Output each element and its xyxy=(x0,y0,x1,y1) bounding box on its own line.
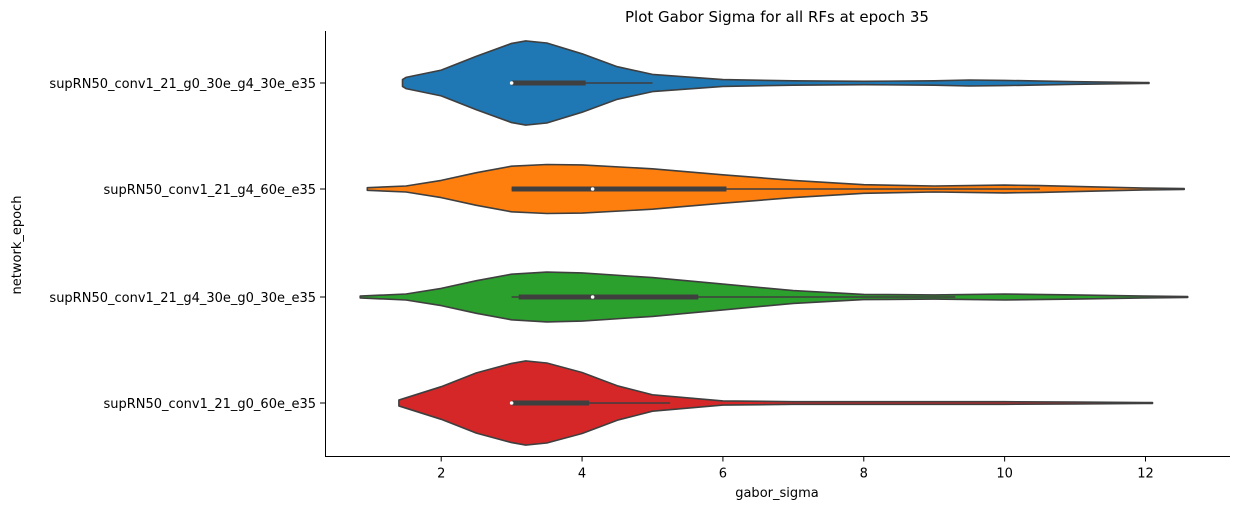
x-ticks: 2 4 6 8 10 12 xyxy=(437,456,1154,482)
y-ticks: supRN50_conv1_21_g0_30e_g4_30e_e35 supRN5… xyxy=(49,77,325,412)
violin-body xyxy=(398,360,1154,446)
x-tick-label: 12 xyxy=(1137,467,1154,482)
x-tick-label: 6 xyxy=(719,467,727,482)
x-tick-label: 4 xyxy=(578,467,586,482)
violin-iqr-box xyxy=(511,80,586,86)
x-axis-label: gabor_sigma xyxy=(735,486,819,501)
x-tick-label: 10 xyxy=(996,467,1013,482)
violin-median-dot xyxy=(509,81,514,85)
violin-group-1 xyxy=(401,40,1150,126)
violin-group-3 xyxy=(359,271,1189,323)
violin-median-dot xyxy=(509,401,514,405)
y-tick-label: supRN50_conv1_21_g4_30e_g0_30e_e35 xyxy=(49,291,316,306)
y-axis-label: network_epoch xyxy=(10,196,25,295)
violin-body xyxy=(401,40,1150,126)
violin-iqr-box xyxy=(518,294,699,300)
x-tick-label: 2 xyxy=(437,467,445,482)
y-tick-label: supRN50_conv1_21_g0_60e_e35 xyxy=(103,397,316,412)
violin-median-dot xyxy=(590,295,595,299)
violin-iqr-box xyxy=(511,400,590,406)
y-tick-label: supRN50_conv1_21_g4_60e_e35 xyxy=(103,183,316,198)
plot-area xyxy=(359,40,1189,446)
chart-title: Plot Gabor Sigma for all RFs at epoch 35 xyxy=(625,8,929,26)
axes xyxy=(325,31,1230,457)
violin-group-2 xyxy=(366,163,1185,215)
violin-median-dot xyxy=(590,187,595,191)
x-tick-label: 8 xyxy=(860,467,868,482)
y-tick-label: supRN50_conv1_21_g0_30e_g4_30e_e35 xyxy=(49,77,316,92)
violin-iqr-box xyxy=(511,186,727,192)
violin-group-4 xyxy=(398,360,1154,446)
